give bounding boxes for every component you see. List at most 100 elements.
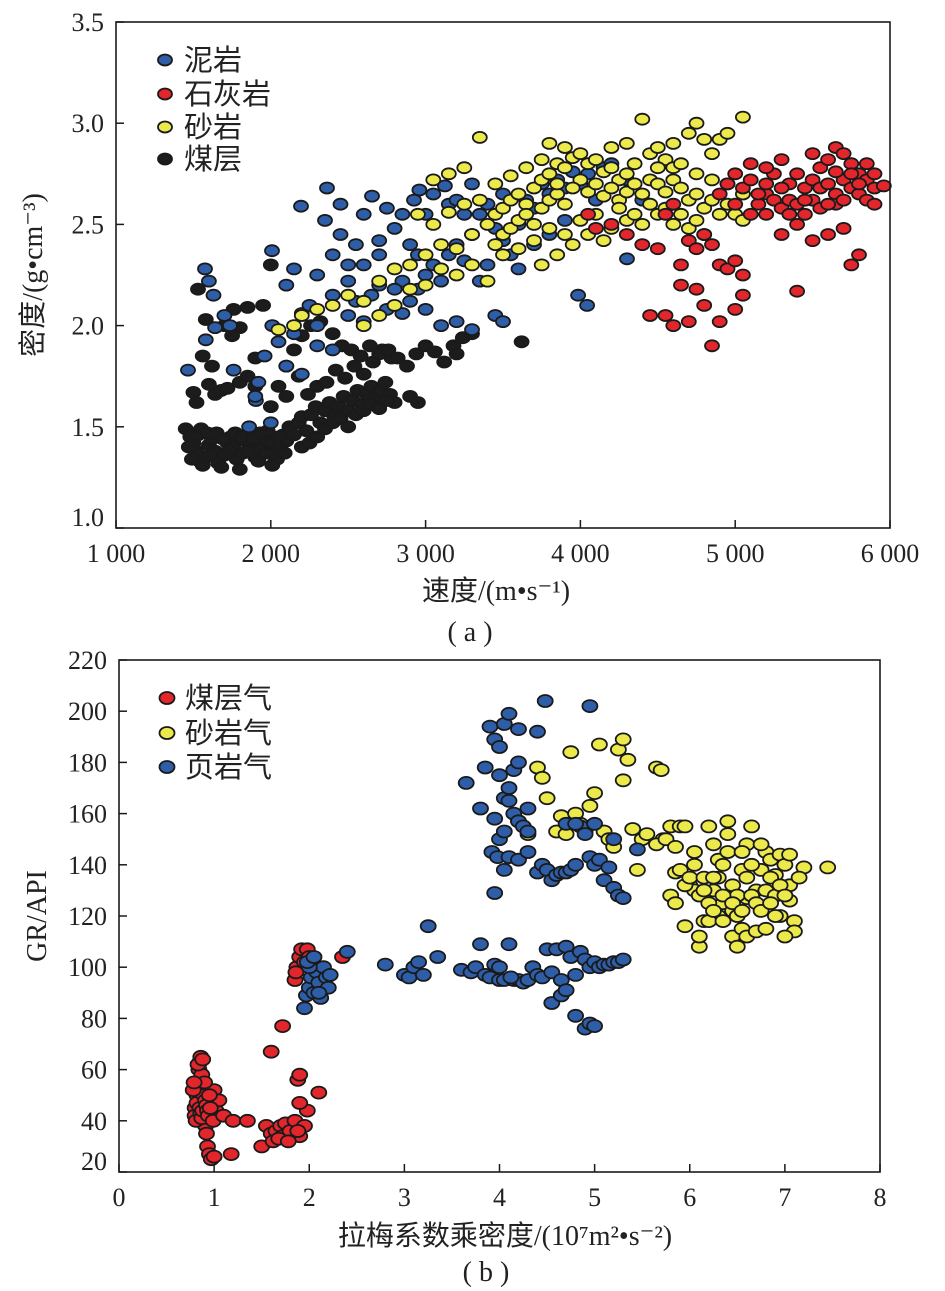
- point-sandstone: [549, 177, 566, 191]
- point-sandstone: [510, 187, 527, 201]
- point-shale-gas: [472, 801, 489, 816]
- point-sandstone-gas: [743, 819, 760, 834]
- point-coal-seam: [408, 347, 425, 361]
- point-coal-seam: [346, 359, 363, 373]
- legend-marker-limestone: [157, 87, 173, 101]
- point-sandstone-gas: [762, 896, 779, 911]
- point-sandstone: [526, 234, 542, 248]
- legend-marker-sandstone-gas: [158, 726, 176, 740]
- point-sandstone: [425, 217, 442, 231]
- point-sandstone: [440, 205, 457, 219]
- point-shale-gas: [586, 816, 603, 831]
- point-shale-gas: [586, 1019, 603, 1033]
- point-mudstone: [355, 258, 372, 272]
- point-limestone: [858, 157, 875, 171]
- x-tick-label: 2: [303, 1183, 316, 1212]
- point-shale-gas: [338, 944, 356, 959]
- legend-label-limestone: 石灰岩: [184, 78, 271, 111]
- point-coalbed-gas: [198, 1126, 215, 1141]
- point-mudstone: [402, 294, 419, 308]
- point-limestone: [727, 302, 744, 316]
- point-sandstone-gas: [705, 904, 722, 918]
- legend-marker-coal-seam: [157, 152, 173, 166]
- point-mudstone: [340, 274, 357, 288]
- point-limestone: [835, 221, 852, 235]
- point-limestone: [750, 187, 767, 201]
- point-sandstone: [510, 242, 527, 256]
- point-limestone: [688, 282, 705, 296]
- point-limestone: [866, 167, 883, 181]
- point-sandstone-gas: [538, 791, 556, 806]
- point-sandstone-gas: [738, 870, 756, 885]
- point-limestone: [773, 181, 790, 195]
- chart-a-y-axis-label: 密度/(g•cm⁻³): [17, 193, 49, 357]
- point-sandstone: [448, 268, 465, 282]
- x-tick-label: 1: [208, 1183, 221, 1212]
- point-shale-gas: [536, 694, 554, 708]
- point-mudstone: [378, 201, 395, 215]
- point-limestone: [649, 242, 666, 256]
- point-mudstone: [319, 181, 335, 195]
- point-coal-seam: [378, 394, 395, 407]
- point-sandstone: [719, 126, 736, 140]
- point-coal-seam: [221, 444, 237, 458]
- point-coalbed-gas: [291, 1096, 309, 1110]
- point-sandstone-gas: [757, 921, 775, 936]
- point-coal-seam: [340, 420, 357, 434]
- point-limestone: [797, 193, 813, 207]
- point-mudstone: [386, 221, 403, 235]
- point-sandstone: [309, 302, 326, 316]
- y-tick-label: 1.0: [72, 503, 105, 532]
- point-sandstone-gas: [614, 732, 632, 747]
- x-tick-label: 6 000: [861, 539, 920, 568]
- point-sandstone: [595, 234, 612, 248]
- point-shale-gas: [310, 985, 328, 1000]
- point-coalbed-gas: [205, 1149, 223, 1164]
- point-limestone: [603, 217, 620, 231]
- point-mudstone: [340, 309, 357, 322]
- legend-label-coal-seam: 煤层: [184, 143, 242, 176]
- point-sandstone-gas: [705, 837, 722, 852]
- point-limestone: [688, 242, 705, 256]
- point-mudstone: [347, 238, 364, 252]
- x-tick-label: 0: [113, 1183, 126, 1212]
- point-coal-seam: [278, 389, 295, 403]
- legend-label-coalbed-gas: 煤层气: [185, 682, 272, 715]
- point-coalbed-gas: [224, 1113, 242, 1128]
- legend-label-sandstone-gas: 砂岩气: [185, 717, 272, 750]
- point-sandstone: [696, 132, 713, 146]
- point-mudstone: [205, 288, 222, 302]
- point-limestone: [657, 207, 674, 221]
- point-sandstone: [541, 136, 558, 150]
- point-coalbed-gas: [262, 1044, 280, 1059]
- point-sandstone: [495, 248, 511, 262]
- point-sandstone-gas: [690, 929, 708, 944]
- point-mudstone: [200, 274, 217, 288]
- point-sandstone-gas: [728, 939, 746, 954]
- point-sandstone-gas: [676, 819, 694, 834]
- point-limestone: [704, 238, 720, 252]
- point-sandstone: [557, 228, 573, 241]
- point-shale-gas: [500, 937, 518, 952]
- point-limestone: [758, 177, 775, 191]
- point-coalbed-gas: [200, 1088, 218, 1103]
- point-limestone: [719, 177, 736, 191]
- y-tick-label: 40: [81, 1107, 107, 1136]
- y-tick-label: 100: [68, 953, 107, 982]
- point-sandstone: [533, 153, 550, 167]
- point-coal-seam: [264, 458, 281, 472]
- point-sandstone: [456, 161, 473, 175]
- point-sandstone-gas: [705, 870, 722, 885]
- chart-b-y-axis-label: GR/API: [22, 870, 53, 962]
- point-sandstone-gas: [767, 909, 784, 923]
- point-limestone: [634, 238, 651, 252]
- point-shale-gas: [500, 706, 518, 721]
- point-limestone: [851, 177, 867, 191]
- point-limestone: [851, 248, 867, 262]
- point-sandstone: [487, 238, 504, 252]
- point-sandstone: [286, 319, 302, 333]
- x-tick-label: 4: [493, 1183, 506, 1212]
- chart-b-caption: ( b ): [463, 1257, 510, 1288]
- point-mudstone: [479, 258, 496, 272]
- point-mudstone: [425, 187, 442, 201]
